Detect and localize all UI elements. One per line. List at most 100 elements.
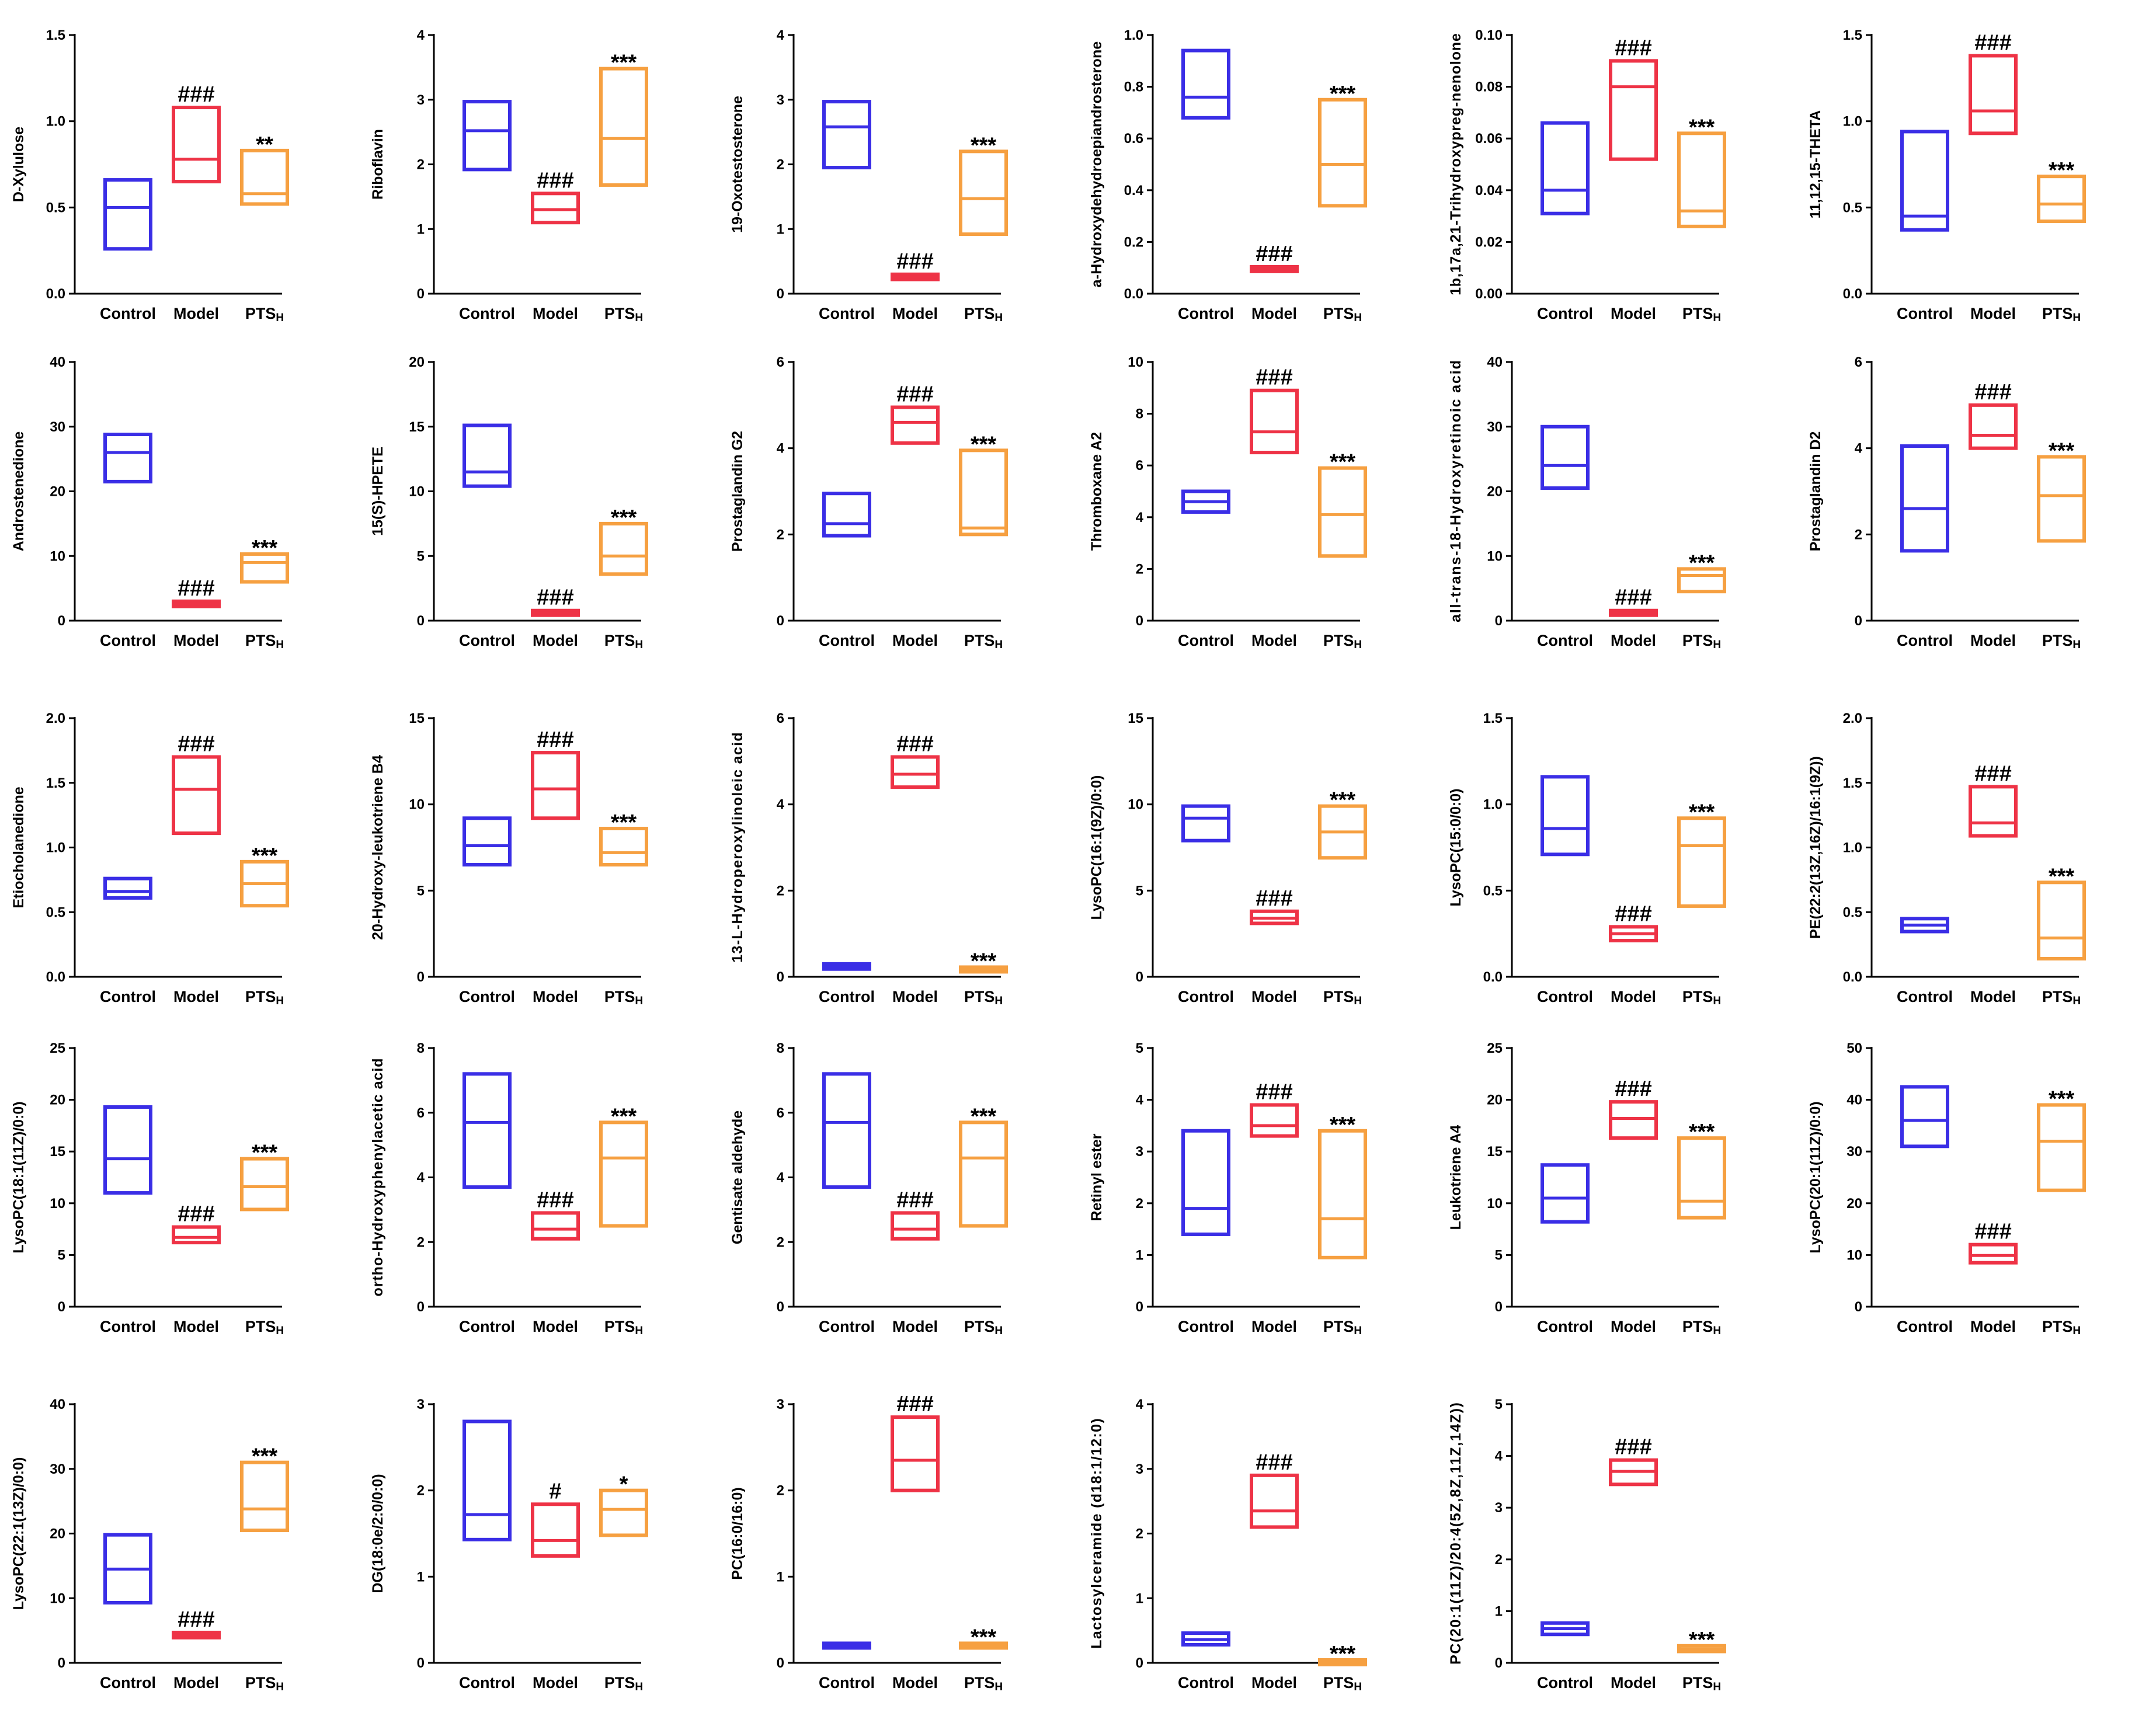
significance-label: *** [611,51,637,75]
x-tick-subscript: H [1713,639,1721,651]
panel-7: 0 10 20 30 40 Androstenedione Control ### Model *… [11,354,289,651]
significance-label: *** [1330,82,1356,106]
y-tick-label: 25 [1487,1040,1503,1056]
x-tick-label-control: Control [819,988,875,1005]
x-tick-subscript: H [2072,312,2081,324]
x-tick-label-control: Control [1537,1674,1593,1691]
y-tick-label: 3 [1136,1461,1143,1477]
x-tick-label-model: Model [1970,988,2016,1005]
y-tick-label: 0 [777,1299,784,1315]
y-axis-label: D-Xylulose [11,127,27,202]
significance-label: *** [1330,1642,1356,1666]
significance-label: ### [537,586,573,610]
y-tick-label: 2.0 [46,711,65,726]
x-tick-label-model: Model [1251,305,1297,322]
y-tick-label: 3 [417,1397,425,1412]
y-tick-label: 1.0 [1843,840,1862,856]
x-tick-label-pts: PTSH [1682,632,1721,651]
x-tick-label-control: Control [1537,1318,1593,1335]
box-pts [1677,131,1726,228]
y-axis-label: 11,12,15-THETA [1807,110,1824,219]
box-pts [240,1157,289,1212]
box-control [1181,48,1230,120]
y-tick-label: 0 [777,969,784,985]
y-tick-label: 1.0 [46,114,65,130]
significance-label: *** [2049,158,2075,183]
y-tick-label: 10 [50,1196,65,1212]
x-tick-label-model: Model [1970,305,2016,322]
y-tick-label: 1.5 [46,27,65,43]
x-tick-label-control: Control [100,632,156,649]
y-tick-label: 2 [1855,527,1862,542]
y-tick-label: 0.8 [1124,79,1143,95]
box-pts [2037,455,2086,543]
box-model [1969,1242,2018,1265]
y-tick-label: 15 [50,1144,65,1160]
significance-label: ### [1615,586,1651,610]
y-axis-label: 13-L-Hydroperoxylinoleic acid [729,732,746,962]
x-tick-label-pts: PTSH [2042,305,2081,324]
y-tick-label: 10 [1487,1196,1503,1212]
y-tick-label: 50 [1846,1040,1862,1056]
x-tick-label-control: Control [1537,988,1593,1005]
y-tick-label: 1 [1495,1603,1503,1619]
x-tick-label-model: Model [1611,988,1656,1005]
y-tick-label: 1 [1136,1247,1143,1263]
significance-label: ### [1615,1077,1651,1101]
y-axis-label: DG(18:0e/2:0/0:0) [370,1474,386,1593]
y-tick-label: 4 [417,27,425,43]
y-tick-label: 1.0 [46,840,65,856]
y-axis-label: ortho-Hydroxyphenylacetic acid [370,1059,386,1297]
y-axis-label: Thromboxane A2 [1089,432,1105,551]
y-tick-label: 1 [1136,1590,1143,1606]
y-tick-label: 1.0 [1483,797,1503,813]
box-pts [2037,1103,2086,1192]
x-tick-label-model: Model [1251,988,1297,1005]
box-pts [1677,816,1726,908]
y-tick-label: 0.5 [46,200,65,215]
box-pts [599,1120,648,1228]
y-tick-label: 2 [1136,1526,1143,1542]
x-tick-label-pts: PTSH [604,1318,643,1337]
box-pts [2037,880,2086,960]
significance-label: *** [2049,438,2075,463]
y-tick-label: 3 [777,1397,784,1412]
significance-label: *** [1689,551,1715,575]
significance-label: *** [2049,864,2075,889]
x-tick-label-control: Control [1897,1318,1953,1335]
x-tick-label-control: Control [459,632,515,649]
box-control [103,178,152,251]
x-tick-subscript: H [276,312,284,324]
y-axis-label: Androstenedione [11,431,27,552]
box-control [103,876,152,900]
x-tick-subscript: H [635,639,643,651]
y-tick-label: 2 [777,1234,784,1250]
x-tick-label-control: Control [1897,988,1953,1005]
y-tick-label: 1.5 [46,775,65,791]
significance-label: *** [1689,1628,1715,1652]
y-tick-label: 0.0 [1124,286,1143,302]
y-tick-label: 2 [417,1483,425,1499]
x-tick-subscript: H [1354,639,1362,651]
x-tick-label-pts: PTSH [604,305,643,324]
panel-18: 0.0 0.5 1.0 1.5 2.0 PE(22:2(13Z,16Z)/16:1(9Z)… [1807,711,2086,1007]
box-pts [959,149,1008,236]
panel-19: 0 5 10 15 20 25 LysoPC(18:1(11Z)/0:0) Control ##… [11,1040,289,1337]
significance-label: # [549,1479,561,1503]
y-tick-label: 0.0 [46,286,65,302]
y-tick-label: 40 [50,354,65,370]
box-control [463,423,512,488]
y-tick-label: 1 [777,221,784,237]
x-tick-label-model: Model [173,1318,219,1335]
significance-label: ### [896,382,933,407]
significance-label: *** [252,536,278,561]
x-tick-label-pts: PTSH [245,1674,284,1693]
x-tick-label-pts: PTSH [964,988,1003,1007]
y-tick-label: 15 [1128,711,1143,726]
x-tick-label-pts: PTSH [964,1674,1003,1693]
y-tick-label: 15 [409,419,425,435]
x-tick-label-control: Control [1178,1318,1234,1335]
box-control [1541,424,1590,490]
panel-24: 0 10 20 30 40 50 LysoPC(20:1(11Z)/0:0) Control #… [1807,1040,2086,1337]
x-tick-subscript: H [276,995,284,1007]
